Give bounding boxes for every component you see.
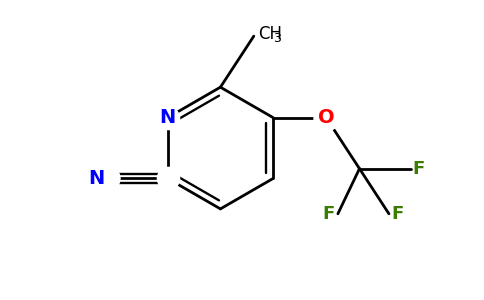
Text: F: F [391, 205, 403, 223]
Text: O: O [318, 108, 334, 127]
Text: F: F [412, 160, 425, 178]
Text: N: N [89, 169, 105, 188]
Text: F: F [322, 205, 335, 223]
Text: 3: 3 [273, 32, 281, 45]
Text: CH: CH [258, 25, 283, 43]
Text: N: N [160, 108, 176, 127]
